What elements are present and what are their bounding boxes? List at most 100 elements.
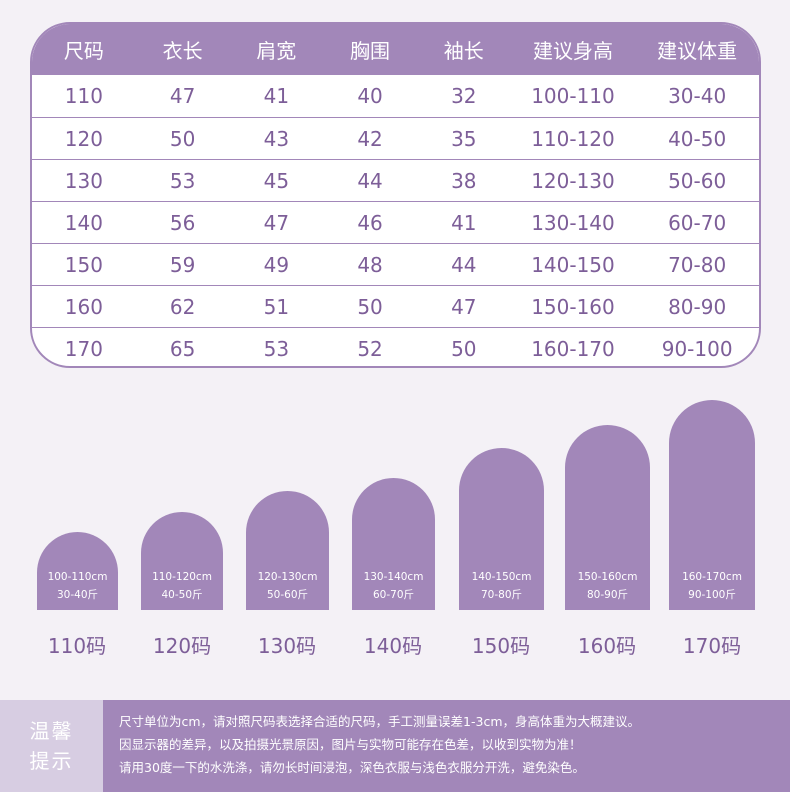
tips-note: 尺寸单位为cm，请对照尺码表选择合适的尺码，手工测量误差1-3cm，身高体重为大… bbox=[119, 714, 641, 729]
table-cell: 90-100 bbox=[661, 336, 733, 361]
table-cell: 47 bbox=[169, 84, 196, 108]
tips-note: 请用30度一下的水洗涤，请勿长时间浸泡，深色衣服与浅色衣服分开洗，避免染色。 bbox=[119, 760, 585, 775]
table-cell: 41 bbox=[451, 210, 477, 235]
arch-weight-text: 90-100斤 bbox=[688, 589, 736, 601]
table-cell: 150-160 bbox=[531, 294, 615, 319]
header-sleeve: 袖长 bbox=[443, 39, 484, 63]
table-header: 尺码 衣长 肩宽 胸围 袖长 建议身高 建议体重 bbox=[32, 24, 759, 75]
table-cell: 38 bbox=[451, 168, 477, 193]
arch-height-text: 100-110cm bbox=[47, 571, 108, 583]
arch-weight-text: 50-60斤 bbox=[266, 589, 308, 601]
table-row: 120 50 43 42 35 110-120 40-50 bbox=[32, 117, 759, 159]
table-cell: 41 bbox=[263, 84, 290, 108]
table-cell: 65 bbox=[169, 336, 196, 361]
size-label-120: 120码 bbox=[152, 634, 212, 658]
size-table: 尺码 衣长 肩宽 胸围 袖长 建议身高 建议体重 110 47 41 40 32… bbox=[30, 22, 761, 368]
table-body: 110 47 41 40 32 100-110 30-40 120 50 43 … bbox=[32, 75, 759, 366]
tips-tag: 温馨 提示 bbox=[0, 700, 103, 792]
tips-footer: 温馨 提示 尺寸单位为cm，请对照尺码表选择合适的尺码，手工测量误差1-3cm，… bbox=[0, 700, 790, 792]
table-cell: 70-80 bbox=[668, 252, 727, 277]
arch-height-text: 110-120cm bbox=[152, 571, 212, 583]
table-cell: 51 bbox=[263, 294, 290, 319]
table-cell: 100-110 bbox=[531, 84, 615, 108]
table-row: 170 65 53 52 50 160-170 90-100 bbox=[32, 327, 759, 366]
table-cell: 52 bbox=[357, 336, 383, 361]
table-cell: 140 bbox=[64, 210, 103, 235]
table-cell: 50 bbox=[169, 126, 196, 151]
table-cell: 40-50 bbox=[668, 126, 727, 151]
size-arch-130: 120-130cm 50-60斤 bbox=[246, 491, 329, 610]
header-size: 尺码 bbox=[63, 39, 104, 63]
table-cell: 35 bbox=[451, 126, 477, 151]
table-cell: 56 bbox=[169, 210, 196, 235]
header-chest: 胸围 bbox=[350, 39, 391, 63]
table-cell: 59 bbox=[169, 252, 196, 277]
table-cell: 46 bbox=[357, 210, 383, 235]
table-row: 130 53 45 44 38 120-130 50-60 bbox=[32, 159, 759, 201]
table-cell: 140-150 bbox=[531, 252, 615, 277]
size-arch-110: 100-110cm 30-40斤 bbox=[37, 532, 118, 610]
table-cell: 48 bbox=[357, 252, 383, 277]
table-cell: 42 bbox=[357, 126, 383, 151]
arch-height-text: 130-140cm bbox=[363, 571, 424, 583]
table-cell: 50-60 bbox=[668, 168, 727, 193]
header-weight: 建议体重 bbox=[657, 39, 738, 63]
table-cell: 130 bbox=[64, 168, 103, 193]
tips-tag-line2: 提示 bbox=[29, 749, 74, 773]
table-cell: 30-40 bbox=[668, 84, 727, 108]
size-arch-170: 160-170cm 90-100斤 bbox=[669, 400, 755, 610]
table-cell: 50 bbox=[357, 294, 383, 319]
table-cell: 170 bbox=[64, 336, 103, 361]
table-row: 140 56 47 46 41 130-140 60-70 bbox=[32, 201, 759, 243]
size-arch-150: 140-150cm 70-80斤 bbox=[459, 448, 544, 610]
tips-notes: 尺寸单位为cm，请对照尺码表选择合适的尺码，手工测量误差1-3cm，身高体重为大… bbox=[119, 710, 780, 779]
arch-weight-text: 60-70斤 bbox=[372, 589, 414, 601]
size-arch-120: 110-120cm 40-50斤 bbox=[141, 512, 223, 610]
table-cell: 120-130 bbox=[531, 168, 615, 193]
table-cell: 120 bbox=[64, 126, 103, 151]
arch-weight-text: 30-40斤 bbox=[56, 589, 98, 601]
arch-height-text: 160-170cm bbox=[682, 571, 742, 583]
table-cell: 110-120 bbox=[531, 126, 615, 151]
table-cell: 53 bbox=[263, 336, 290, 361]
table-cell: 47 bbox=[263, 210, 290, 235]
size-label-150: 150码 bbox=[471, 634, 531, 658]
table-row: 150 59 49 48 44 140-150 70-80 bbox=[32, 243, 759, 285]
size-arches: 100-110cm 30-40斤 110-120cm 40-50斤 120-13… bbox=[37, 400, 755, 658]
table-cell: 130-140 bbox=[531, 210, 615, 235]
table-cell: 43 bbox=[263, 126, 290, 151]
table-row: 110 47 41 40 32 100-110 30-40 bbox=[32, 75, 759, 117]
tips-note: 因显示器的差异，以及拍摄光景原因，图片与实物可能存在色差，以收到实物为准！ bbox=[119, 737, 582, 752]
arch-weight-text: 80-90斤 bbox=[586, 589, 628, 601]
arch-weight-text: 40-50斤 bbox=[161, 589, 203, 601]
header-shoulder: 肩宽 bbox=[256, 39, 297, 63]
tips-tag-line1: 温馨 bbox=[29, 719, 74, 743]
table-cell: 160-170 bbox=[531, 336, 615, 361]
table-cell: 50 bbox=[451, 336, 477, 361]
table-cell: 32 bbox=[451, 84, 477, 108]
size-label-140: 140码 bbox=[363, 634, 423, 658]
table-cell: 53 bbox=[169, 168, 196, 193]
arch-height-text: 150-160cm bbox=[577, 571, 638, 583]
size-label-160: 160码 bbox=[577, 634, 637, 658]
table-cell: 60-70 bbox=[668, 210, 727, 235]
header-height: 建议身高 bbox=[532, 39, 613, 63]
table-cell: 80-90 bbox=[668, 294, 727, 319]
table-cell: 150 bbox=[64, 252, 103, 277]
table-row: 160 62 51 50 47 150-160 80-90 bbox=[32, 285, 759, 327]
size-label-110: 110码 bbox=[47, 634, 107, 658]
table-cell: 62 bbox=[169, 294, 196, 319]
table-cell: 44 bbox=[451, 252, 477, 277]
table-cell: 44 bbox=[357, 168, 383, 193]
table-cell: 110 bbox=[64, 84, 103, 108]
size-label-170: 170码 bbox=[682, 634, 742, 658]
table-cell: 45 bbox=[263, 168, 290, 193]
size-arch-160: 150-160cm 80-90斤 bbox=[565, 425, 650, 610]
table-cell: 49 bbox=[263, 252, 290, 277]
header-length: 衣长 bbox=[162, 39, 203, 63]
table-cell: 47 bbox=[451, 294, 477, 319]
arch-height-text: 120-130cm bbox=[257, 571, 318, 583]
table-cell: 160 bbox=[64, 294, 103, 319]
arch-height-text: 140-150cm bbox=[471, 571, 532, 583]
arch-weight-text: 70-80斤 bbox=[480, 589, 522, 601]
